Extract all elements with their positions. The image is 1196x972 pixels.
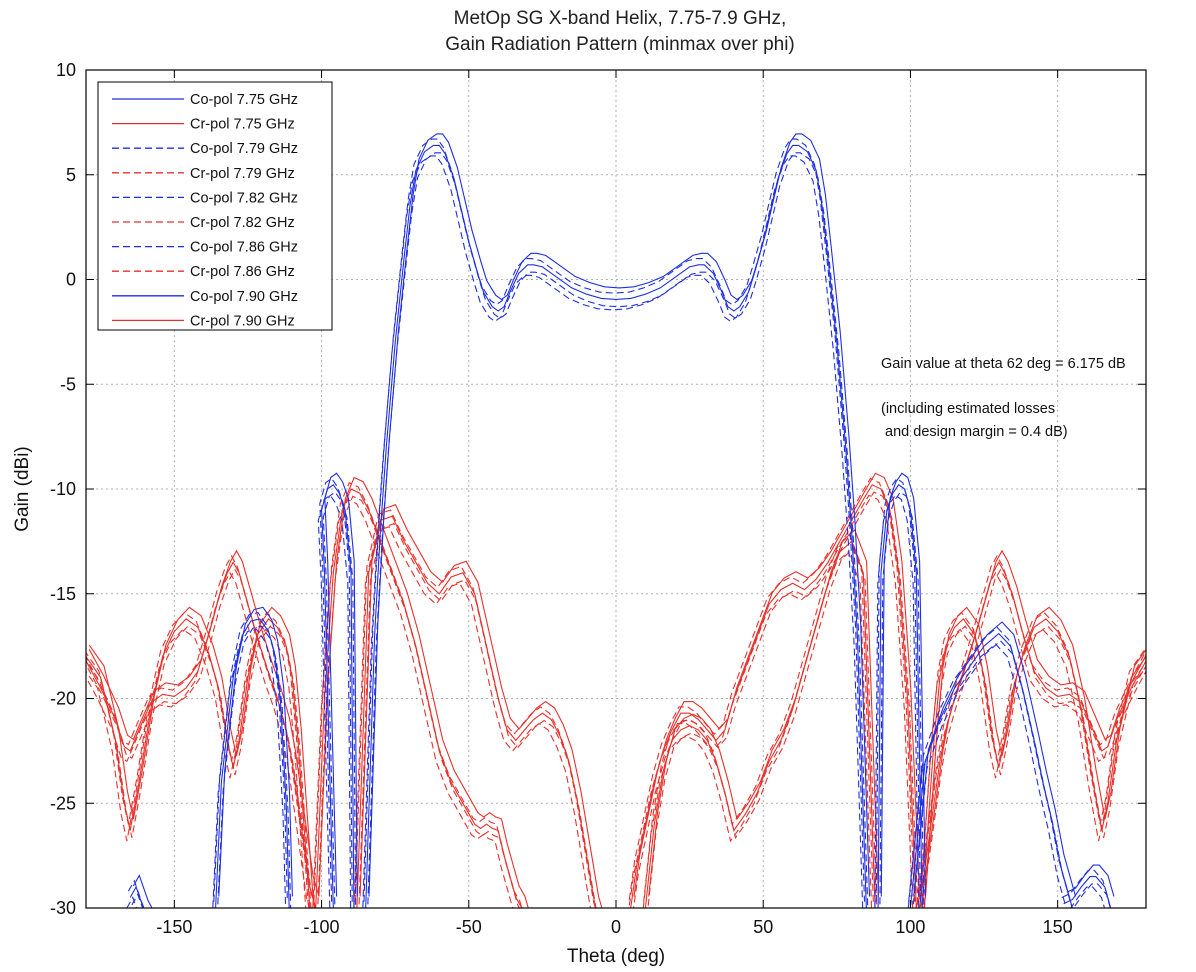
legend-label: Cr-pol 7.75 GHz — [190, 117, 295, 133]
copol-sidelobe-curve — [218, 606, 293, 897]
crpol-curve — [915, 571, 1144, 908]
copol-sidelobe-curve — [127, 879, 145, 908]
copol-sidelobe-curve — [215, 618, 290, 908]
x-tick-label: -50 — [456, 917, 482, 937]
copol-sidelobe-curve — [1066, 864, 1115, 897]
chart-title-line-2: Gain Radiation Pattern (minmax over phi) — [445, 34, 795, 55]
crpol-curve — [919, 568, 1146, 908]
crpol-curve — [923, 606, 1146, 908]
crpol-curve — [87, 625, 312, 908]
gain-annotation: Gain value at theta 62 deg = 6.175 dB (i… — [881, 356, 1126, 440]
legend-entries: Co-pol 7.75 GHz Cr-pol 7.75 GHz Co-pol 7.7… — [112, 92, 298, 329]
legend-label: Cr-pol 7.82 GHz — [190, 215, 295, 231]
y-tick-label: -10 — [50, 479, 76, 499]
crpol-curve — [914, 554, 1145, 902]
copol-sidelobe-curve — [132, 874, 153, 908]
copol-sidelobe-curve — [907, 643, 1067, 908]
x-tick-label: -100 — [304, 917, 340, 937]
copol-sidelobe-curve — [324, 472, 358, 897]
copol-main-beam-curve — [365, 144, 867, 908]
crpol-curve — [317, 495, 521, 908]
crpol-curve — [88, 606, 316, 908]
copol-sidelobe-curve — [913, 621, 1077, 897]
y-tick-label: -30 — [50, 898, 76, 918]
crpol-curve — [86, 561, 317, 908]
copol-sidelobe-curve — [912, 640, 1073, 908]
y-tick-label: 10 — [56, 60, 76, 80]
annotation-line-1: Gain value at theta 62 deg = 6.175 dB — [881, 356, 1126, 372]
crpol-curve — [648, 528, 879, 897]
x-tick-label: 50 — [753, 917, 773, 937]
annotation-line-2: (including estimated losses — [881, 401, 1055, 417]
axis-ticks: -150 -100 -50 0 50 100 1501050-5-10-15-20-25-3… — [50, 60, 1146, 937]
copol-sidelobe-curve — [322, 491, 357, 908]
copol-sidelobe-curve — [1063, 876, 1112, 908]
copol-sidelobe-curve — [213, 611, 288, 902]
copol-sidelobe-curve — [875, 477, 922, 902]
crpol-curve — [923, 625, 1146, 908]
legend-label: Co-pol 7.90 GHz — [190, 289, 298, 305]
crpol-curve — [86, 611, 310, 908]
legend-label: Co-pol 7.75 GHz — [190, 92, 298, 108]
copol-sidelobe-curve — [908, 626, 1072, 902]
copol-sidelobe-curve — [217, 625, 292, 908]
copol-sidelobe-curve — [880, 472, 927, 897]
crpol-curve — [86, 618, 311, 908]
crpol-curve — [359, 504, 603, 908]
crpol-curve — [312, 498, 514, 908]
chart-title-line-1: MetOp SG X-band Helix, 7.75-7.9 GHz, — [454, 8, 787, 29]
copol-sidelobe-curve — [317, 494, 352, 908]
crpol-curve — [919, 628, 1144, 908]
crpol-curve — [919, 611, 1145, 908]
crpol-curve — [318, 476, 529, 908]
crpol-curve — [642, 550, 873, 908]
x-tick-label: 0 — [611, 917, 621, 937]
y-tick-label: -15 — [50, 584, 76, 604]
y-tick-label: 5 — [66, 165, 76, 185]
copol-sidelobe-curve — [319, 477, 353, 902]
legend-label: Co-pol 7.82 GHz — [190, 190, 298, 206]
legend-label: Co-pol 7.86 GHz — [190, 240, 298, 256]
x-tick-label: 100 — [895, 917, 925, 937]
y-tick-label: 0 — [66, 270, 76, 290]
annotation-line-3: and design margin = 0.4 dB) — [881, 424, 1068, 440]
crpol-curve — [628, 494, 914, 908]
x-tick-label: 150 — [1043, 917, 1073, 937]
copol-sidelobe-curve — [212, 628, 287, 908]
crpol-curve — [358, 522, 597, 908]
crpol-curve — [87, 568, 316, 908]
legend-label: Cr-pol 7.86 GHz — [190, 264, 295, 280]
copol-sidelobe-curve — [1069, 886, 1106, 908]
y-tick-label: -20 — [50, 689, 76, 709]
crpol-curve — [88, 549, 320, 897]
copol-sidelobe-curve — [877, 484, 923, 908]
legend-label: Co-pol 7.79 GHz — [190, 141, 298, 157]
crpol-curve — [919, 549, 1146, 897]
crpol-curve — [354, 509, 596, 908]
y-axis-label: Gain (dBi) — [12, 446, 33, 532]
copol-sidelobe-curve — [129, 885, 145, 908]
series-curves — [86, 133, 1146, 908]
crpol-curve — [647, 547, 878, 908]
y-tick-label: -25 — [50, 793, 76, 813]
crpol-curve — [644, 540, 876, 908]
crpol-curve — [353, 526, 591, 908]
crpol-curve — [313, 481, 523, 908]
copol-sidelobe-curve — [321, 484, 355, 908]
crpol-curve — [86, 554, 315, 902]
crpol-curve — [633, 472, 921, 897]
y-tick-label: -5 — [60, 374, 76, 394]
legend-label: Cr-pol 7.90 GHz — [190, 313, 295, 329]
crpol-curve — [86, 628, 307, 908]
x-tick-label: -150 — [156, 917, 192, 937]
crpol-curve — [630, 484, 917, 908]
copol-main-beam-curve — [368, 133, 871, 897]
copol-sidelobe-curve — [874, 494, 920, 908]
x-axis-label: Theta (deg) — [567, 946, 665, 967]
legend: Co-pol 7.75 GHz Cr-pol 7.75 GHz Co-pol 7.7… — [97, 81, 333, 331]
legend-label: Cr-pol 7.79 GHz — [190, 166, 295, 182]
